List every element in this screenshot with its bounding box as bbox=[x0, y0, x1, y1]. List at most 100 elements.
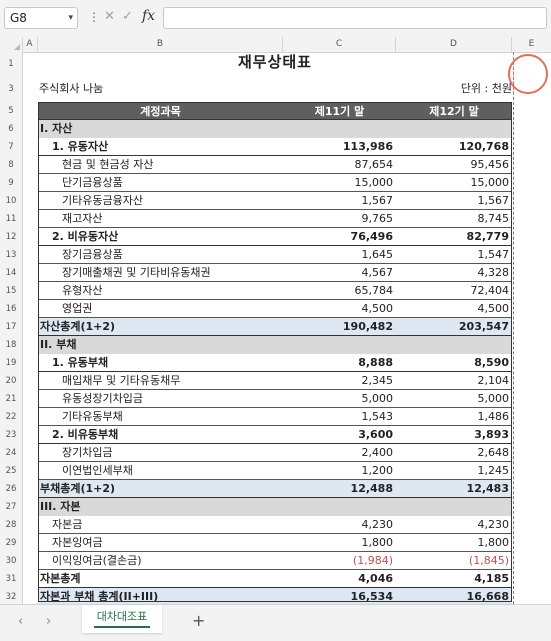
column-header-a[interactable]: A bbox=[22, 37, 38, 52]
chevron-left-icon[interactable]: ‹ bbox=[18, 614, 24, 629]
value-period-12-cell[interactable]: 1,245 bbox=[477, 464, 510, 477]
add-sheet-icon[interactable]: + bbox=[192, 611, 206, 630]
account-name-cell[interactable]: 2. 비유동부채 bbox=[52, 428, 119, 441]
row-header-15[interactable]: 15 bbox=[5, 286, 17, 296]
account-name-cell[interactable]: I. 자산 bbox=[40, 122, 73, 135]
account-name-cell[interactable]: 유동성장기차입금 bbox=[62, 392, 143, 405]
column-header-c[interactable]: C bbox=[283, 37, 396, 52]
worksheet-grid[interactable]: 재무상태표 주식회사 나눔 단위 : 천원 계정과목 제11기 말 제12기 말… bbox=[22, 52, 551, 604]
header-period-12[interactable]: 제12기 말 bbox=[429, 105, 479, 118]
row-header-31[interactable]: 31 bbox=[5, 574, 17, 584]
value-period-11-cell[interactable]: 1,645 bbox=[361, 248, 394, 261]
value-period-12-cell[interactable]: 2,648 bbox=[477, 446, 510, 459]
value-period-11-cell[interactable]: 113,986 bbox=[342, 140, 393, 153]
row-header-22[interactable]: 22 bbox=[5, 412, 17, 422]
row-header-24[interactable]: 24 bbox=[5, 448, 17, 458]
row-header-23[interactable]: 23 bbox=[5, 430, 17, 440]
sheet-tab-active[interactable]: 대차대조표 bbox=[82, 605, 162, 633]
formula-input[interactable] bbox=[163, 7, 547, 29]
value-period-12-cell[interactable] bbox=[396, 120, 512, 138]
row-header-26[interactable]: 26 bbox=[5, 484, 17, 494]
value-period-12-cell[interactable]: 4,230 bbox=[477, 518, 510, 531]
value-period-12-cell[interactable]: 2,104 bbox=[477, 374, 510, 387]
row-header-3[interactable]: 3 bbox=[8, 84, 14, 94]
header-period-11[interactable]: 제11기 말 bbox=[314, 105, 365, 118]
account-name-cell[interactable]: 현금 및 현금성 자산 bbox=[62, 158, 154, 171]
select-all-button[interactable] bbox=[0, 37, 23, 52]
row-header-8[interactable]: 8 bbox=[8, 160, 14, 170]
value-period-12-cell[interactable]: 8,745 bbox=[477, 212, 510, 225]
value-period-12-cell[interactable] bbox=[396, 336, 512, 354]
row-header-18[interactable]: 18 bbox=[5, 340, 17, 350]
account-name-cell[interactable]: 1. 유동부채 bbox=[52, 356, 109, 369]
value-period-12-cell[interactable]: 15,000 bbox=[470, 176, 510, 189]
value-period-12-cell[interactable]: 72,404 bbox=[470, 284, 510, 297]
value-period-11-cell[interactable]: (1,984) bbox=[352, 554, 393, 567]
account-name-cell[interactable]: 장기금융상품 bbox=[62, 248, 123, 261]
row-header-6[interactable]: 6 bbox=[8, 124, 14, 134]
value-period-11-cell[interactable]: 5,000 bbox=[361, 392, 394, 405]
account-name-cell[interactable]: 1. 유동자산 bbox=[52, 140, 109, 153]
row-header-1[interactable]: 1 bbox=[8, 59, 14, 69]
row-header-9[interactable]: 9 bbox=[8, 178, 14, 188]
row-header-12[interactable]: 12 bbox=[5, 232, 17, 242]
value-period-11-cell[interactable]: 87,654 bbox=[354, 158, 394, 171]
value-period-11-cell[interactable]: 1,567 bbox=[361, 194, 394, 207]
account-name-cell[interactable]: 2. 비유동자산 bbox=[52, 230, 119, 243]
row-header-19[interactable]: 19 bbox=[5, 358, 17, 368]
account-name-cell[interactable]: III. 자본 bbox=[40, 500, 81, 513]
value-period-12-cell[interactable]: 1,800 bbox=[477, 536, 510, 549]
account-name-cell[interactable]: 자산총계(1+2) bbox=[40, 320, 116, 333]
account-name-cell[interactable]: 자본잉여금 bbox=[52, 536, 103, 549]
account-name-cell[interactable]: 재고자산 bbox=[62, 212, 103, 225]
row-header-13[interactable]: 13 bbox=[5, 250, 17, 260]
value-period-11-cell[interactable]: 4,046 bbox=[358, 572, 393, 585]
row-header-29[interactable]: 29 bbox=[5, 538, 17, 548]
row-header-10[interactable]: 10 bbox=[5, 196, 17, 206]
value-period-11-cell[interactable]: 4,500 bbox=[361, 302, 394, 315]
row-header-21[interactable]: 21 bbox=[5, 394, 17, 404]
row-header-28[interactable]: 28 bbox=[5, 520, 17, 530]
value-period-12-cell[interactable]: 8,590 bbox=[474, 356, 509, 369]
row-header-7[interactable]: 7 bbox=[8, 142, 14, 152]
column-header-d[interactable]: D bbox=[396, 37, 512, 52]
account-name-cell[interactable]: 장기매출채권 및 기타비유동채권 bbox=[62, 266, 211, 279]
account-name-cell[interactable]: 기타유동부채 bbox=[62, 410, 123, 423]
value-period-12-cell[interactable]: 5,000 bbox=[477, 392, 510, 405]
value-period-12-cell[interactable]: 4,185 bbox=[474, 572, 509, 585]
value-period-11-cell[interactable]: 1,543 bbox=[361, 410, 394, 423]
value-period-11-cell[interactable] bbox=[283, 336, 396, 354]
row-header-17[interactable]: 17 bbox=[5, 322, 17, 332]
value-period-11-cell[interactable]: 65,784 bbox=[354, 284, 394, 297]
value-period-12-cell[interactable]: (1,845) bbox=[468, 554, 509, 567]
value-period-12-cell[interactable]: 82,779 bbox=[466, 230, 509, 243]
value-period-11-cell[interactable]: 190,482 bbox=[342, 320, 393, 333]
account-name-cell[interactable]: 부채총계(1+2) bbox=[40, 482, 116, 495]
account-name-cell[interactable]: 단기금융상품 bbox=[62, 176, 123, 189]
value-period-11-cell[interactable]: 76,496 bbox=[350, 230, 393, 243]
account-name-cell[interactable]: 장기차입금 bbox=[62, 446, 113, 459]
value-period-11-cell[interactable]: 2,400 bbox=[361, 446, 394, 459]
value-period-11-cell[interactable]: 1,200 bbox=[361, 464, 394, 477]
value-period-12-cell[interactable]: 120,768 bbox=[458, 140, 509, 153]
column-header-b[interactable]: B bbox=[38, 37, 283, 52]
row-header-27[interactable]: 27 bbox=[5, 502, 17, 512]
name-box[interactable]: G8 ▾ bbox=[4, 7, 78, 29]
value-period-12-cell[interactable]: 4,328 bbox=[477, 266, 510, 279]
chevron-right-icon[interactable]: › bbox=[46, 614, 52, 629]
value-period-12-cell[interactable]: 1,547 bbox=[477, 248, 510, 261]
row-header-16[interactable]: 16 bbox=[5, 304, 17, 314]
value-period-11-cell[interactable]: 9,765 bbox=[361, 212, 394, 225]
row-header-14[interactable]: 14 bbox=[5, 268, 17, 278]
value-period-12-cell[interactable]: 1,486 bbox=[477, 410, 510, 423]
value-period-11-cell[interactable]: 8,888 bbox=[358, 356, 393, 369]
value-period-11-cell[interactable]: 4,567 bbox=[361, 266, 394, 279]
account-name-cell[interactable]: 자본총계 bbox=[40, 572, 81, 585]
value-period-11-cell[interactable]: 4,230 bbox=[361, 518, 394, 531]
value-period-12-cell[interactable]: 95,456 bbox=[470, 158, 510, 171]
row-header-11[interactable]: 11 bbox=[5, 214, 17, 224]
value-period-12-cell[interactable]: 12,483 bbox=[466, 482, 509, 495]
row-header-30[interactable]: 30 bbox=[5, 556, 17, 566]
account-name-cell[interactable]: 유형자산 bbox=[62, 284, 103, 297]
value-period-11-cell[interactable]: 16,534 bbox=[350, 590, 393, 603]
